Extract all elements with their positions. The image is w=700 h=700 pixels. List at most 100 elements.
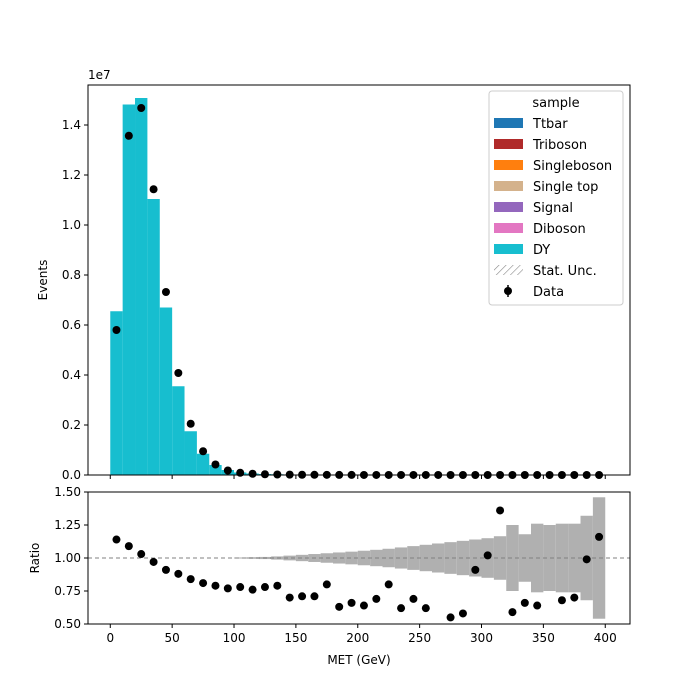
ratio-point xyxy=(285,593,294,602)
ratio-point xyxy=(483,551,492,560)
y-tick-label: 0.4 xyxy=(62,368,81,382)
legend-label: Triboson xyxy=(532,138,587,153)
legend: sample Ttbar Triboson Singleboson Single to… xyxy=(488,90,624,306)
y-tick-label: 1.4 xyxy=(62,118,81,132)
data-point xyxy=(199,447,208,456)
main-plot-frame xyxy=(87,84,631,476)
ratio-point xyxy=(496,506,505,515)
uncertainty-bin xyxy=(234,557,247,559)
legend-marker xyxy=(504,287,512,295)
main-x-ticks xyxy=(109,475,606,479)
uncertainty-bin xyxy=(394,547,408,569)
ratio-point xyxy=(570,593,579,602)
legend-swatch xyxy=(494,202,523,212)
legend-entry: Singleboson xyxy=(494,159,612,174)
legend-label: DY xyxy=(533,243,550,258)
legend-swatch xyxy=(494,118,523,128)
data-point xyxy=(112,326,121,334)
legend-swatch xyxy=(494,244,523,254)
ratio-point xyxy=(149,557,158,566)
ratio-y-axis-label: Ratio xyxy=(28,543,42,574)
histogram-bar xyxy=(110,311,123,475)
stacked-histogram xyxy=(110,98,494,475)
main-y-multiplier: 1e7 xyxy=(88,68,111,82)
ratio-point xyxy=(223,584,232,593)
x-tick-label: 100 xyxy=(223,631,246,645)
uncertainty-bin xyxy=(444,542,457,574)
ratio-point xyxy=(508,608,517,617)
x-tick-label: 300 xyxy=(470,631,493,645)
legend-label: Stat. Unc. xyxy=(533,264,597,279)
ratio-point xyxy=(161,565,170,574)
ratio-point xyxy=(557,596,566,605)
ratio-point xyxy=(248,585,257,594)
y-tick-label: 1.2 xyxy=(62,168,81,182)
uncertainty-bin xyxy=(543,525,556,591)
data-point xyxy=(161,288,170,296)
ratio-point xyxy=(372,594,381,603)
ratio-y-ticks: 0.50 0.75 1.00 1.25 1.50 xyxy=(54,485,88,631)
y-tick-label: 1.25 xyxy=(54,518,81,532)
ratio-point xyxy=(471,565,480,574)
ratio-point xyxy=(211,581,220,590)
histogram-bar xyxy=(122,104,136,475)
y-tick-label: 0.50 xyxy=(54,617,81,631)
y-tick-label: 1.50 xyxy=(54,485,81,499)
y-tick-label: 0.8 xyxy=(62,268,81,282)
ratio-point xyxy=(124,542,133,551)
legend-entry: Triboson xyxy=(494,138,587,153)
legend-swatch xyxy=(494,181,523,191)
data-point xyxy=(174,369,183,377)
main-panel: 0.0 0.2 0.4 0.6 0.8 1.0 1.2 1.4 1e7 Events samp… xyxy=(36,68,631,482)
ratio-point xyxy=(595,532,604,541)
y-tick-label: 0.6 xyxy=(62,318,81,332)
histogram-bar xyxy=(135,98,148,475)
legend-entry: Signal xyxy=(494,201,573,216)
histogram-bar xyxy=(196,453,210,475)
data-point xyxy=(211,460,220,469)
x-axis-label: MET (GeV) xyxy=(327,653,390,667)
histogram-bar xyxy=(159,307,173,475)
legend-label: Data xyxy=(533,285,564,300)
data-point xyxy=(149,185,158,194)
y-tick-label: 0.2 xyxy=(62,418,81,432)
legend-entry: Ttbar xyxy=(494,117,568,132)
x-tick-label: 150 xyxy=(284,631,307,645)
legend-entry: Stat. Unc. xyxy=(494,264,597,279)
ratio-point xyxy=(112,535,121,544)
ratio-point xyxy=(359,601,368,610)
legend-title: sample xyxy=(532,96,579,111)
legend-entry: Single top xyxy=(494,180,598,195)
ratio-point xyxy=(458,609,467,618)
uncertainty-bin xyxy=(295,554,309,562)
x-tick-label: 350 xyxy=(532,631,555,645)
ratio-point xyxy=(409,594,418,603)
ratio-uncertainty-band xyxy=(234,497,606,619)
legend-entry: Diboson xyxy=(494,222,586,237)
uncertainty-bin xyxy=(283,555,296,561)
ratio-point xyxy=(273,581,282,590)
uncertainty-bin xyxy=(555,523,569,593)
ratio-point xyxy=(533,601,542,610)
histogram-bar xyxy=(209,465,222,475)
ratio-point xyxy=(137,550,146,559)
legend-swatch xyxy=(494,223,523,233)
ratio-point xyxy=(421,604,430,613)
ratio-point xyxy=(582,555,591,564)
main-y-ticks: 0.0 0.2 0.4 0.6 0.8 1.0 1.2 1.4 xyxy=(62,118,88,482)
data-point xyxy=(248,469,257,478)
ratio-plot-frame xyxy=(87,491,631,625)
ratio-point xyxy=(322,580,331,589)
uncertainty-bin xyxy=(493,536,507,580)
legend-label: Ttbar xyxy=(532,117,568,132)
ratio-point xyxy=(384,580,393,589)
data-point xyxy=(137,104,146,112)
x-tick-label: 0 xyxy=(106,631,114,645)
ratio-point xyxy=(186,575,195,584)
ratio-point xyxy=(236,583,245,592)
histogram-bar xyxy=(184,431,197,475)
ratio-point xyxy=(199,579,208,588)
y-tick-label: 1.00 xyxy=(54,551,81,565)
legend-label: Singleboson xyxy=(533,159,612,174)
